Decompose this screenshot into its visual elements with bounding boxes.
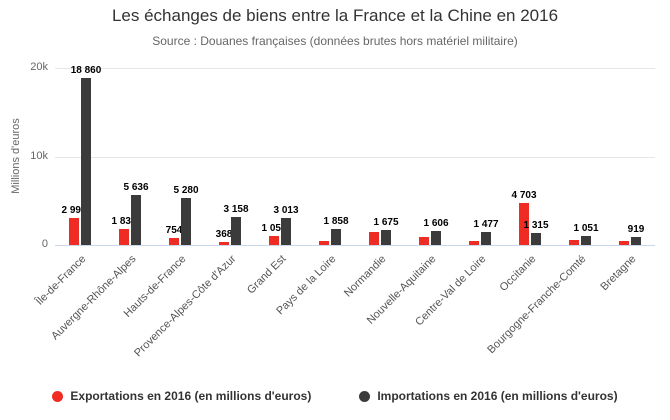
legend-item-label: Importations en 2016 (en millions d'euro… bbox=[377, 389, 618, 403]
bar-exportations bbox=[169, 238, 179, 245]
y-axis-tick-label: 10k bbox=[30, 149, 48, 162]
bar-value-label: 2 997 bbox=[61, 205, 87, 216]
legend-dot-importations-icon bbox=[359, 390, 371, 402]
bar-value-label: 1 835 bbox=[111, 216, 137, 227]
bar-value-label: 18 860 bbox=[70, 65, 102, 76]
bar-value-label: 919 bbox=[627, 224, 645, 235]
legend-item-exportations[interactable]: Exportations en 2016 (en millions d'euro… bbox=[52, 389, 311, 403]
bar-importations bbox=[531, 233, 541, 245]
bar-exportations bbox=[619, 241, 629, 245]
legend-dot-exportations-icon bbox=[52, 390, 64, 402]
bar-exportations bbox=[569, 240, 579, 245]
legend: Exportations en 2016 (en millions d'euro… bbox=[0, 389, 670, 403]
bar-value-label: 1 606 bbox=[423, 218, 449, 229]
bar-importations bbox=[81, 78, 91, 245]
bar-value-label: 5 636 bbox=[123, 182, 149, 193]
bar-exportations bbox=[219, 242, 229, 245]
plot-area: 2 997 18 860 1 835 5 636 754 5 280 368 3 158 1 0… bbox=[55, 65, 655, 246]
gridline bbox=[55, 68, 655, 69]
bar-exportations bbox=[419, 237, 429, 245]
gridline bbox=[55, 156, 655, 158]
chart-title: Les échanges de biens entre la France et… bbox=[111, 6, 559, 25]
bar-value-label: 5 280 bbox=[173, 185, 199, 196]
bar-importations bbox=[331, 229, 341, 245]
bar-value-label: 1 477 bbox=[473, 219, 499, 230]
bar-importations bbox=[431, 231, 441, 245]
bar-value-label: 1 858 bbox=[323, 216, 349, 227]
bar-value-label: 368 bbox=[215, 229, 233, 240]
bar-exportations bbox=[319, 241, 329, 245]
bar-value-label: 1 675 bbox=[373, 217, 399, 228]
y-axis-tick-label: 0 bbox=[41, 238, 48, 250]
bar-importations bbox=[631, 237, 641, 245]
bar-value-label: 1 050 bbox=[261, 223, 287, 234]
bar-value-label: 3 013 bbox=[273, 205, 299, 216]
bar-importations bbox=[281, 218, 291, 245]
bar-exportations bbox=[119, 229, 129, 245]
bar-importations bbox=[381, 230, 391, 245]
bar-exportations bbox=[269, 236, 279, 245]
bar-importations bbox=[481, 232, 491, 245]
bar-exportations bbox=[69, 218, 79, 245]
bar-value-label: 754 bbox=[165, 225, 183, 236]
bar-value-label: 1 315 bbox=[523, 220, 549, 231]
y-axis-tick-label: 20k bbox=[30, 61, 48, 73]
bar-exportations bbox=[469, 241, 479, 245]
bar-exportations bbox=[519, 203, 529, 245]
bar-importations bbox=[131, 195, 141, 245]
bar-value-label: 4 703 bbox=[511, 190, 537, 201]
bar-importations bbox=[231, 217, 241, 245]
bar-importations bbox=[181, 198, 191, 245]
bar-importations bbox=[581, 236, 591, 245]
bar-exportations bbox=[369, 232, 379, 245]
chart-subtitle: Source : Douanes françaises (données bru… bbox=[152, 34, 518, 48]
x-axis-label: Bretagne bbox=[598, 253, 639, 294]
bar-value-label: 3 158 bbox=[223, 204, 249, 215]
legend-item-label: Exportations en 2016 (en millions d'euro… bbox=[70, 389, 312, 403]
y-axis: 0 10k 20k bbox=[0, 61, 48, 250]
legend-item-importations[interactable]: Importations en 2016 (en millions d'euro… bbox=[359, 389, 618, 403]
bar-value-label: 1 051 bbox=[573, 223, 599, 234]
